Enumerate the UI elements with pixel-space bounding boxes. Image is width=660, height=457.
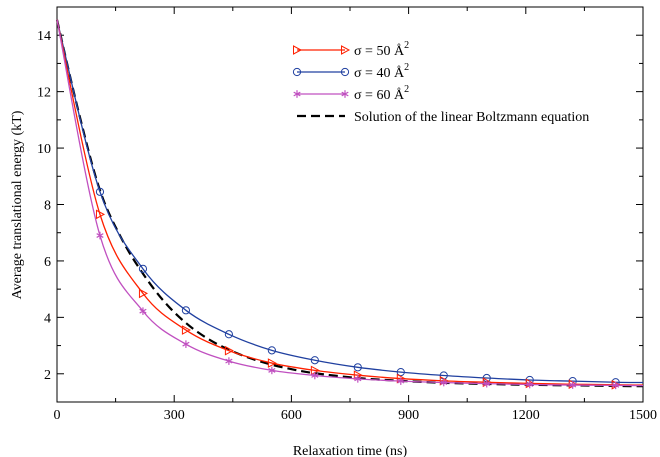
ticks [57,7,643,402]
data-point [183,340,190,348]
x-tick-label: 0 [54,408,61,423]
series-line [57,20,643,387]
y-tick-label: 10 [37,142,51,157]
legend: σ = 50 Å2 σ = 40 Å2 σ = 60 Å2 Solution of t… [293,40,589,125]
x-tick-label: 1500 [629,408,657,423]
legend-superscript: 2 [404,62,409,73]
data-point [226,357,233,365]
series-line [57,20,643,385]
series-line [57,20,643,383]
legend-label: σ = 40 Å2 [354,62,409,81]
x-axis-title: Relaxation time (ns) [293,444,408,457]
y-tick-label: 14 [37,29,51,44]
y-tick-label: 4 [44,311,51,326]
series-group [57,20,643,389]
legend-label: Solution of the linear Boltzmann equatio… [354,110,589,125]
y-tick-label: 12 [37,86,51,101]
x-tick-label: 900 [398,408,419,423]
legend-superscript: 2 [404,40,409,51]
legend-superscript: 2 [404,84,409,95]
data-point [97,232,104,240]
legend-label: σ = 60 Å2 [354,84,409,103]
legend-label: σ = 50 Å2 [354,40,409,59]
plot-frame [57,7,643,402]
y-tick-label: 8 [44,199,51,214]
y-axis-title: Average translational energy (kT) [10,110,25,299]
tick-labels: 0 300 600 900 1200 1500 2 4 6 8 10 12 14 [37,29,657,423]
series-line [57,20,643,386]
y-tick-label: 2 [44,368,51,383]
x-tick-label: 600 [281,408,302,423]
y-tick-label: 6 [44,255,51,270]
x-tick-label: 300 [164,408,185,423]
x-tick-label: 1200 [512,408,540,423]
